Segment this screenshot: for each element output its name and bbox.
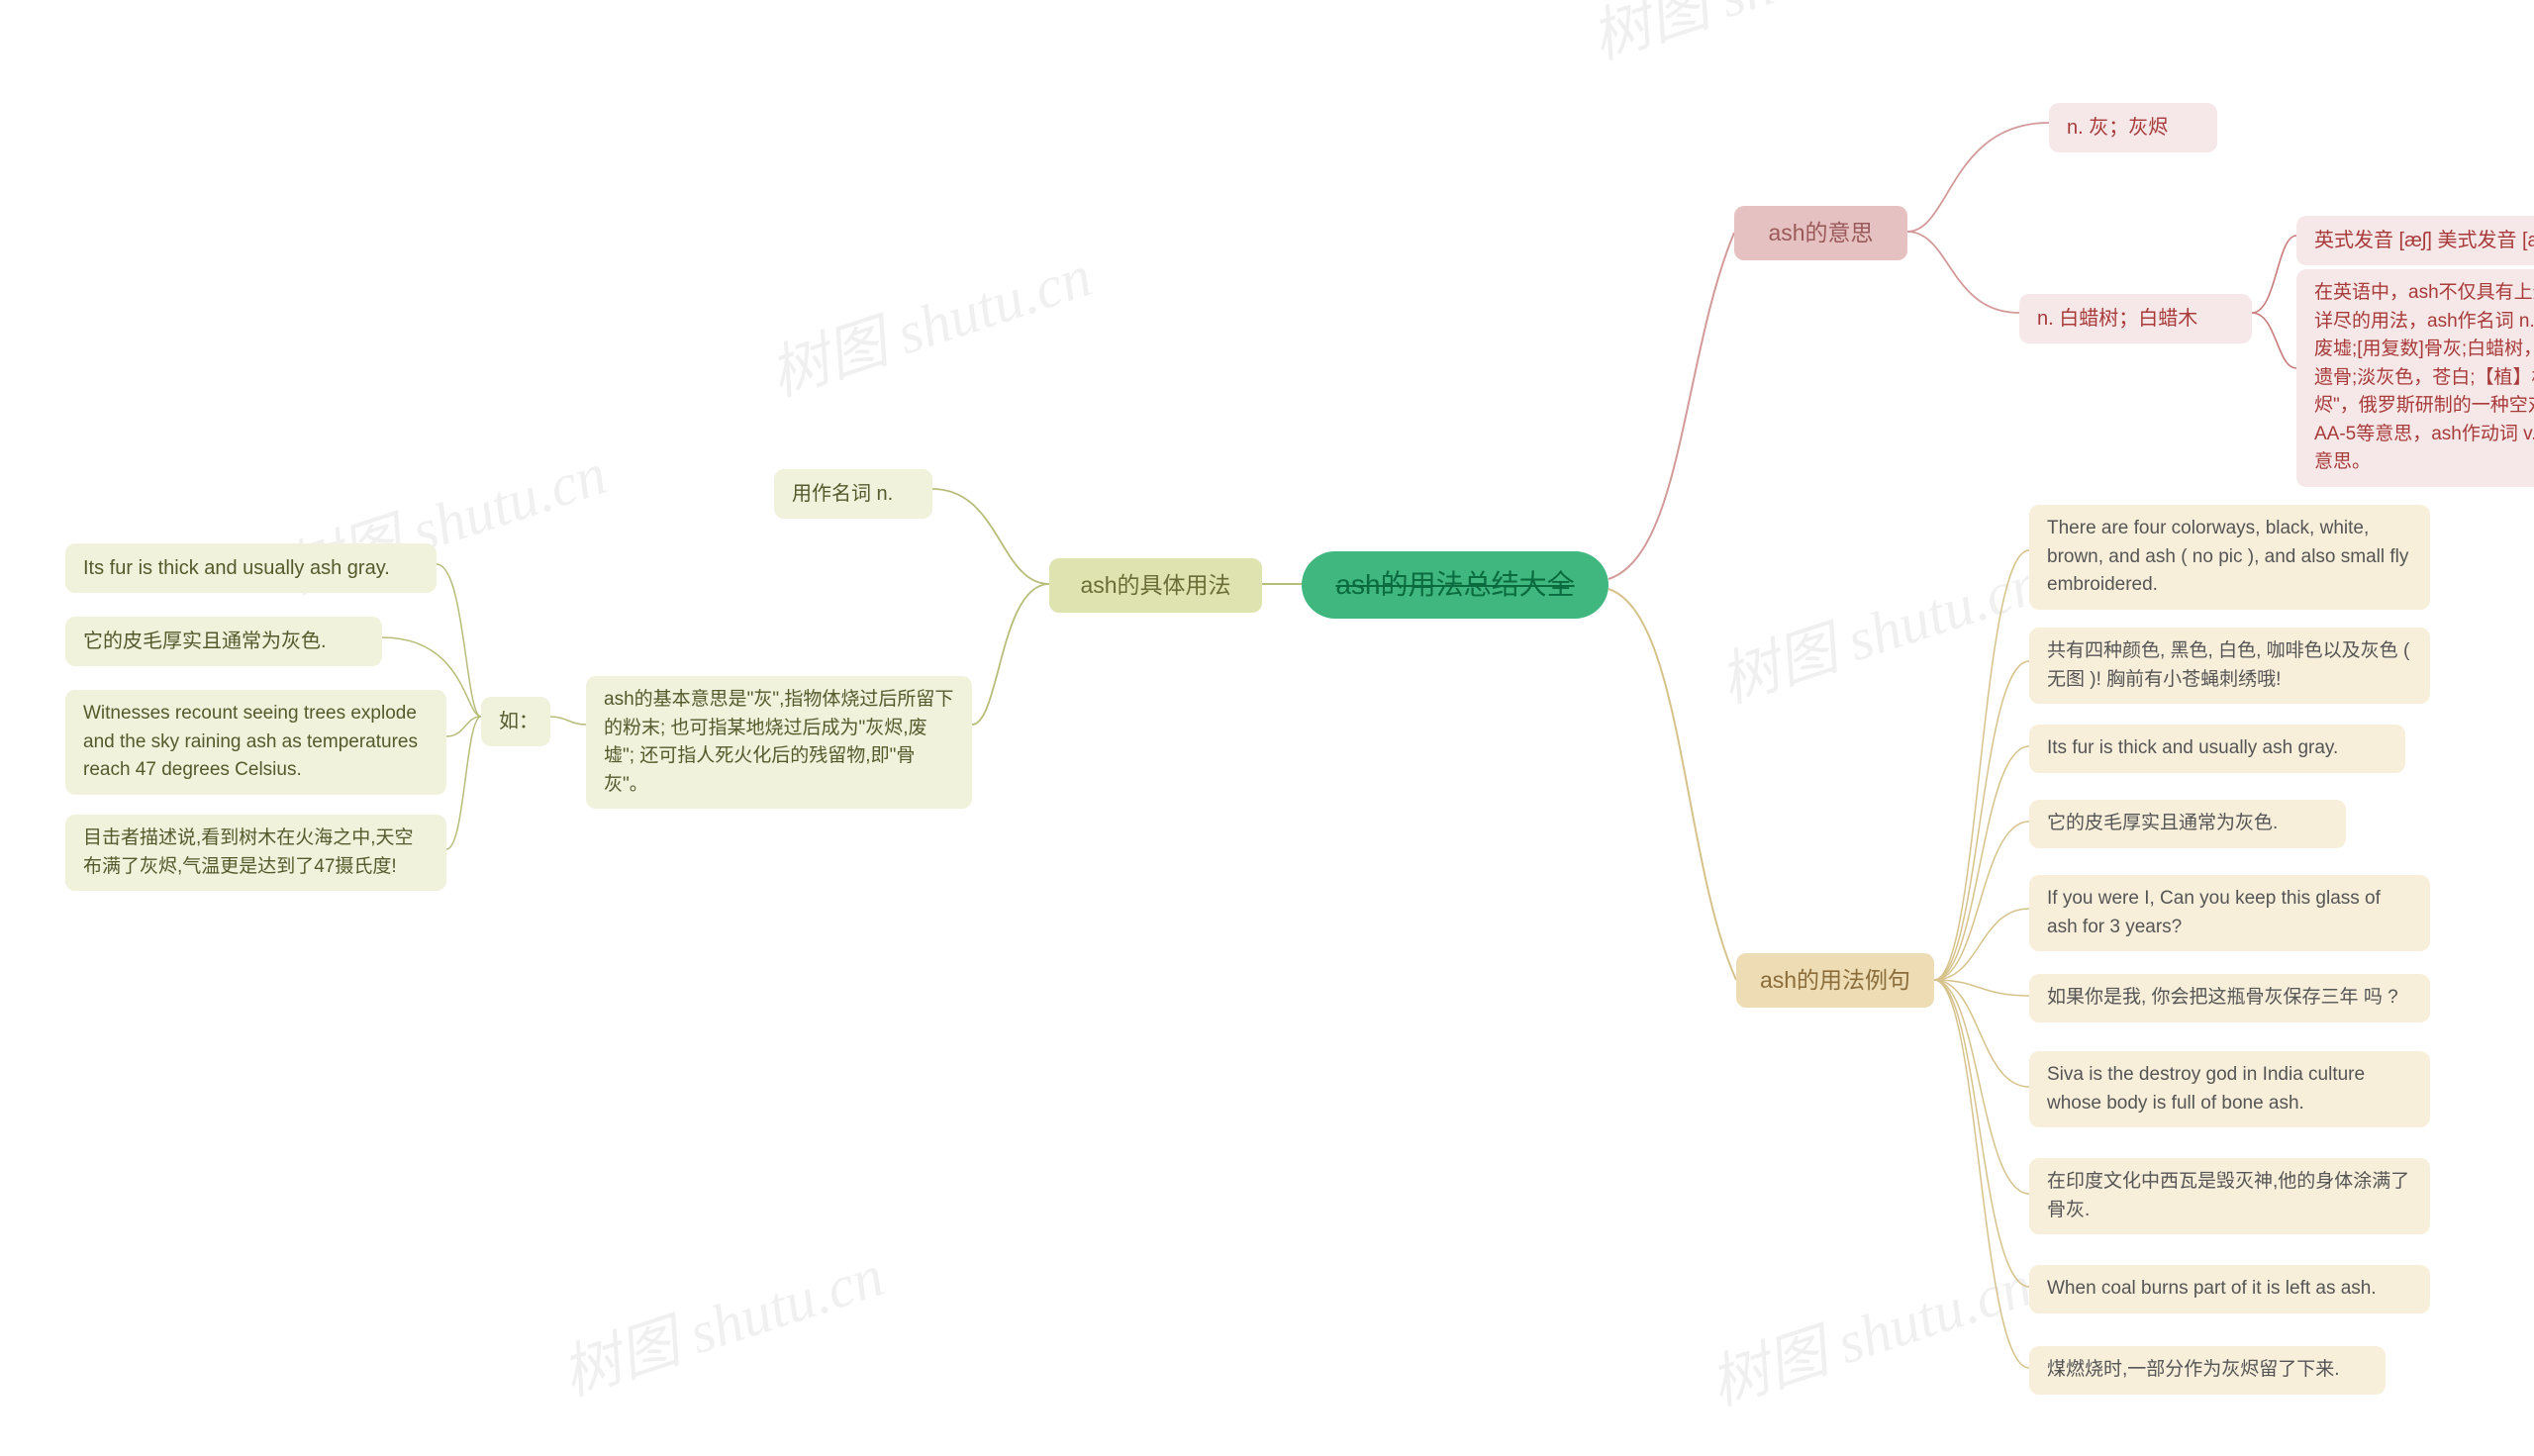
leaf-eg3[interactable]: Witnesses recount seeing trees explode a… [65,690,446,795]
mindmap-canvas: 树图 shutu.cn 树图 shutu.cn 树图 shutu.cn 树图 s… [0,0,2534,1456]
leaf-basic-meaning[interactable]: ash的基本意思是"灰",指物体烧过后所留下的粉末; 也可指某地烧过后成为"灰烬… [586,676,972,809]
leaf-e7[interactable]: Siva is the destroy god in India culture… [2029,1051,2430,1127]
watermark: 树图 shutu.cn [549,1227,893,1412]
leaf-n-ash[interactable]: n. 灰；灰烬 [2049,103,2217,152]
watermark: 树图 shutu.cn [1698,1237,2041,1422]
leaf-eg-label[interactable]: 如： [481,697,550,746]
leaf-eg4[interactable]: 目击者描述说,看到树木在火海之中,天空布满了灰烬,气温更是达到了47摄氏度! [65,815,446,891]
leaf-eg2[interactable]: 它的皮毛厚实且通常为灰色. [65,617,382,666]
leaf-pronunciation[interactable]: 英式发音 [æʃ] 美式发音 [æʃ] [2296,216,2534,265]
leaf-eg1[interactable]: Its fur is thick and usually ash gray. [65,543,437,593]
leaf-e1[interactable]: There are four colorways, black, white, … [2029,505,2430,610]
watermark: 树图 shutu.cn [1579,0,1922,76]
leaf-e2[interactable]: 共有四种颜色, 黑色, 白色, 咖啡色以及灰色 ( 无图 )! 胸前有小苍蝇刺绣… [2029,628,2430,704]
leaf-e6[interactable]: 如果你是我, 你会把这瓶骨灰保存三年 吗 ? [2029,974,2430,1022]
leaf-e5[interactable]: If you were I, Can you keep this glass o… [2029,875,2430,951]
branch-usage[interactable]: ash的具体用法 [1049,558,1262,613]
branch-examples[interactable]: ash的用法例句 [1736,953,1934,1008]
leaf-e10[interactable]: 煤燃烧时,一部分作为灰烬留了下来. [2029,1346,2386,1395]
leaf-meaning-detail[interactable]: 在英语中，ash不仅具有上述意思，还有更详尽的用法，ash作名词 n. 时具有灰… [2296,269,2534,487]
watermark: 树图 shutu.cn [1707,534,2051,720]
leaf-pos-noun[interactable]: 用作名词 n. [774,469,932,519]
leaf-e3[interactable]: Its fur is thick and usually ash gray. [2029,725,2405,773]
leaf-e8[interactable]: 在印度文化中西瓦是毁灭神,他的身体涂满了骨灰. [2029,1158,2430,1234]
watermark: 树图 shutu.cn [757,228,1101,413]
leaf-e9[interactable]: When coal burns part of it is left as as… [2029,1265,2430,1313]
branch-meaning[interactable]: ash的意思 [1734,206,1907,260]
root-node[interactable]: ash的用法总结大全 [1302,551,1608,619]
leaf-n-ashtree[interactable]: n. 白蜡树；白蜡木 [2019,294,2252,343]
leaf-e4[interactable]: 它的皮毛厚实且通常为灰色. [2029,800,2346,848]
